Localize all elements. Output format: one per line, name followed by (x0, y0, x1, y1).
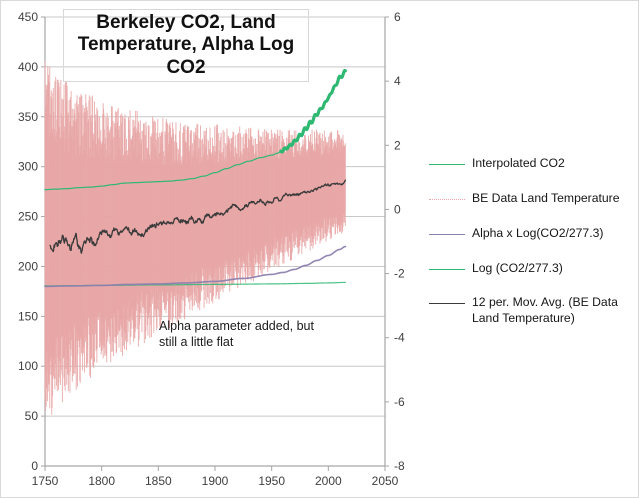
y-axis-right-tick-label: 4 (394, 74, 401, 88)
chart-legend: Interpolated CO2 BE Data Land Temperatur… (429, 156, 635, 346)
legend-item-label: Log (CO2/277.3) (472, 260, 563, 275)
x-axis-tick-label: 2050 (372, 474, 399, 488)
chart-title-line1: Berkeley CO2, Land Temperature, Alpha Lo… (77, 12, 295, 56)
series-group (44, 61, 347, 415)
series-line (279, 68, 347, 154)
x-axis-tick-label: 1950 (258, 474, 285, 488)
legend-item-log-co2[interactable]: Log (CO2/277.3) (429, 261, 635, 277)
line-swatch-icon (429, 228, 465, 241)
x-axis-tick-label: 2000 (315, 474, 342, 488)
annotation-line2: still a little flat (159, 334, 234, 349)
y-axis-left-tick-label: 200 (18, 259, 38, 273)
axis-ticks-group (41, 16, 389, 471)
series-line (44, 245, 347, 288)
chart-title-line2: CO2 (166, 56, 206, 78)
legend-item-label: Interpolated CO2 (472, 156, 565, 170)
legend-item-label: Alpha x Log(CO2/277.3) (472, 225, 604, 240)
legend-item-label: 12 per. Mov. Avg. (BE Data Land Temperat… (472, 295, 618, 326)
series-line (49, 179, 346, 254)
y-axis-left-tick-label: 450 (18, 10, 38, 24)
x-axis-tick-label: 1900 (202, 474, 229, 488)
line-swatch-icon (429, 263, 465, 276)
y-axis-left-tick-label: 400 (18, 60, 38, 74)
legend-item-alpha-log-co2[interactable]: Alpha x Log(CO2/277.3) (429, 226, 635, 242)
y-axis-left-tick-label: 350 (18, 110, 38, 124)
line-swatch-icon (429, 158, 465, 171)
x-axis-tick-label: 1850 (145, 474, 172, 488)
line-swatch-icon (429, 193, 465, 206)
y-axis-left-tick-label: 100 (18, 359, 38, 373)
chart-annotation: Alpha parameter added, but still a littl… (159, 319, 339, 350)
line-swatch-icon (429, 297, 465, 310)
y-axis-right-tick-label: 6 (394, 10, 401, 24)
legend-item-be-data-land-temperature[interactable]: BE Data Land Temperature (429, 191, 635, 207)
y-axis-left-tick-label: 300 (18, 160, 38, 174)
y-axis-right-tick-label: 0 (394, 202, 401, 216)
y-axis-left-tick-label: 150 (18, 309, 38, 323)
y-axis-left-tick-label: 250 (18, 210, 38, 224)
y-axis-right-tick-label: -6 (394, 395, 405, 409)
y-axis-right-tick-label: -4 (394, 331, 405, 345)
y-axis-right-tick-label: 2 (394, 138, 401, 152)
legend-item-interpolated-co2[interactable]: Interpolated CO2 (429, 156, 635, 172)
legend-item-moving-average[interactable]: 12 per. Mov. Avg. (BE Data Land Temperat… (429, 295, 635, 327)
series-line (44, 150, 282, 191)
x-axis-tick-label: 1800 (88, 474, 115, 488)
y-axis-left-tick-label: 50 (25, 409, 39, 423)
y-axis-right-tick-label: -8 (394, 459, 405, 473)
tick-labels-group: 0 50 100 150 200 250 300 350 400 450 -8 -6 -4 -2 0 2 4 6 1… (18, 10, 405, 488)
y-axis-right-tick-label: -2 (394, 267, 405, 281)
y-axis-left-tick-label: 0 (31, 459, 38, 473)
annotation-line1: Alpha parameter added, but (159, 319, 314, 333)
legend-item-label: BE Data Land Temperature (472, 190, 620, 205)
chart-title: Berkeley CO2, Land Temperature, Alpha Lo… (63, 9, 309, 83)
x-axis-tick-label: 1750 (32, 474, 59, 488)
